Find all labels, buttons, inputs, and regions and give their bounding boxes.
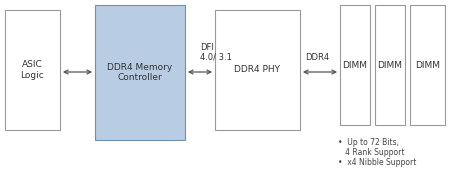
Text: •  Up to 72 Bits,: • Up to 72 Bits, — [337, 138, 398, 147]
Bar — [5, 10, 60, 130]
Text: DIMM: DIMM — [414, 61, 439, 69]
Text: DIMM: DIMM — [377, 61, 402, 69]
Text: DDR4 Memory
Controller: DDR4 Memory Controller — [107, 63, 172, 82]
Text: •  x4 Nibble Support: • x4 Nibble Support — [337, 158, 415, 167]
Text: DDR4: DDR4 — [304, 53, 328, 62]
Text: DIMM: DIMM — [342, 61, 367, 69]
Text: 4 Rank Support: 4 Rank Support — [337, 148, 403, 157]
Text: DFI
4.0/ 3.1: DFI 4.0/ 3.1 — [200, 43, 231, 62]
Bar — [374, 5, 404, 125]
Bar — [95, 5, 185, 140]
Text: DDR4 PHY: DDR4 PHY — [234, 66, 280, 75]
Bar — [339, 5, 369, 125]
Text: ASIC
Logic: ASIC Logic — [21, 60, 44, 80]
Bar — [214, 10, 299, 130]
Bar — [409, 5, 444, 125]
